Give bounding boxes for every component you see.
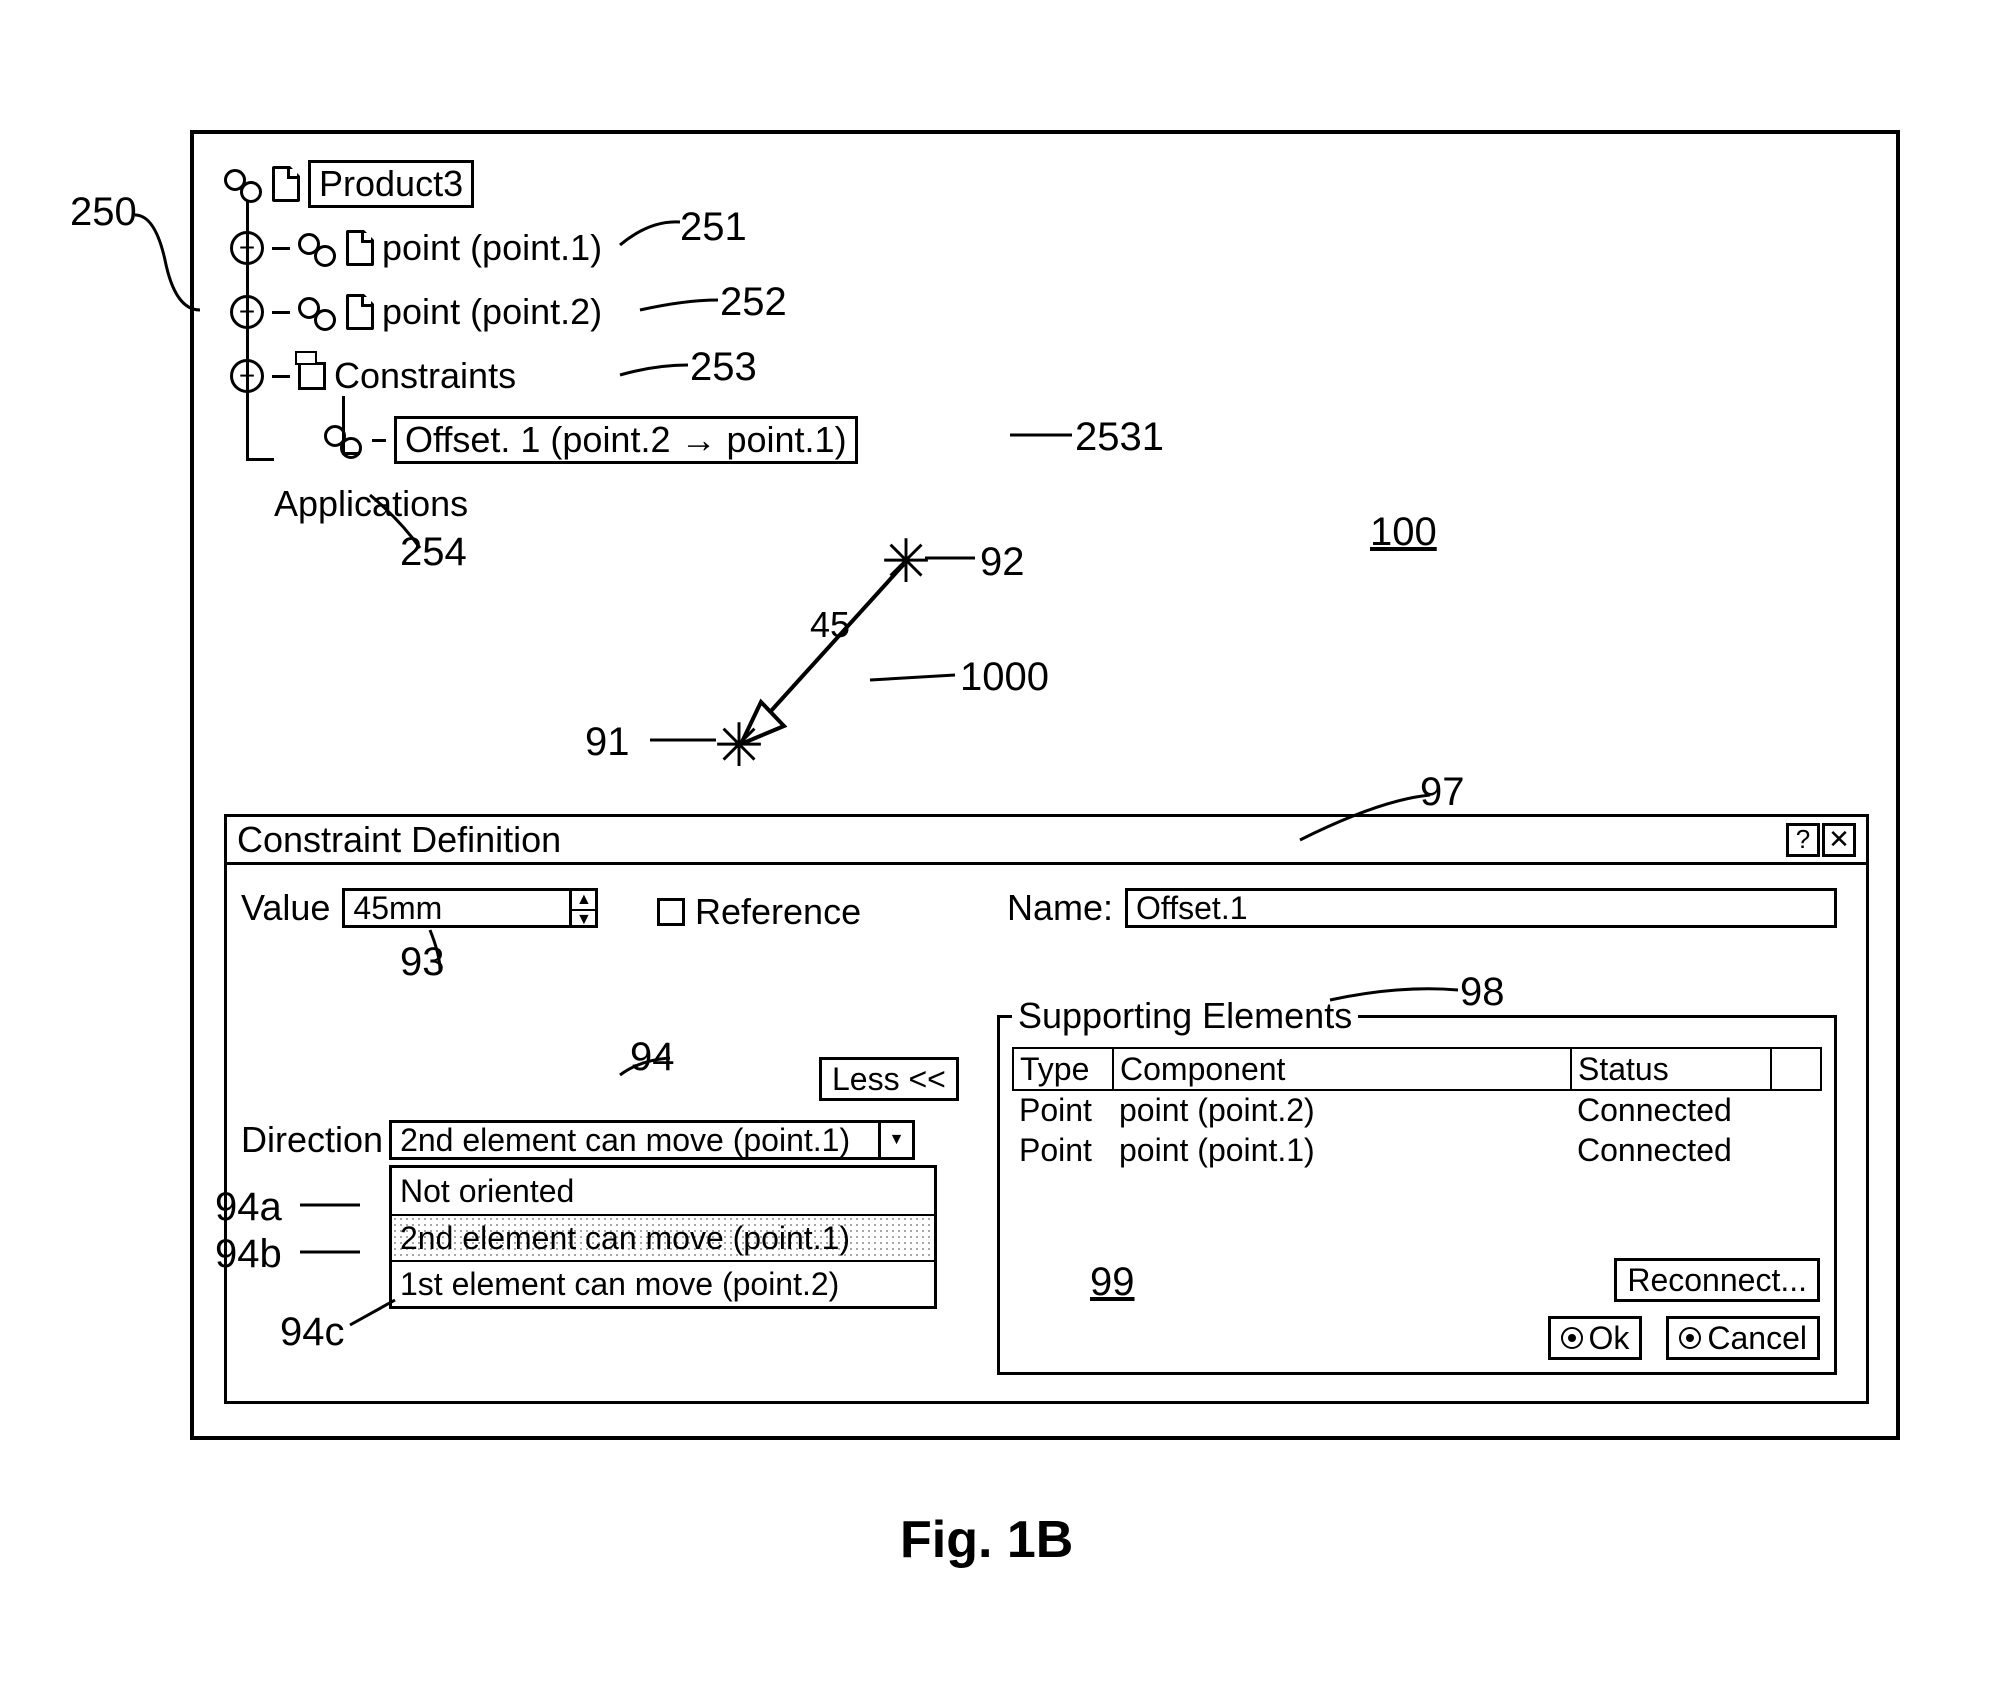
tree-item-offset[interactable]: Offset. 1 (point.2 → point.1) [224,408,858,472]
callout: 97 [1420,770,1465,815]
cell-component: point (point.2) [1113,1090,1571,1130]
callout: 93 [400,940,445,985]
cell-type: Point [1013,1130,1113,1170]
direction-label: Direction [241,1119,383,1161]
spinner-arrows-icon[interactable]: ▲▼ [572,888,598,928]
callout: 94a [215,1185,282,1230]
offset-measure-label: 45 [810,604,850,646]
page-icon [272,166,300,202]
callout: 253 [690,345,757,390]
help-button[interactable]: ? [1786,823,1820,857]
cell-status: Connected [1571,1130,1771,1170]
direction-option[interactable]: Not oriented [392,1168,934,1214]
tree-item-label: point (point.1) [382,227,602,269]
supporting-legend: Supporting Elements [1012,995,1358,1037]
reference-checkbox[interactable] [657,898,685,926]
cancel-button[interactable]: Cancel [1666,1316,1820,1360]
tree-item-applications[interactable]: Applications [224,472,858,536]
part-icon [298,233,338,263]
dialog-title-text: Constraint Definition [237,819,561,861]
callout: 254 [400,530,467,575]
reference-label: Reference [695,891,861,933]
callout: 94 [630,1035,675,1080]
reconnect-button[interactable]: Reconnect... [1614,1258,1820,1302]
part-icon [298,297,338,327]
close-button[interactable]: ✕ [1822,823,1856,857]
callout: 251 [680,205,747,250]
table-row[interactable]: Point point (point.1) Connected [1013,1130,1821,1170]
chevron-down-icon[interactable]: ▼ [881,1120,915,1160]
constraints-icon [298,362,326,390]
cancel-icon [1679,1327,1701,1349]
ok-button[interactable]: Ok [1548,1316,1643,1360]
value-input[interactable]: 45mm ▲▼ [342,888,598,928]
callout: 98 [1460,970,1505,1015]
point-92-marker: ✳ [881,532,931,592]
tree-item-point1[interactable]: + point (point.1) [224,216,858,280]
point-91-marker: ✳ [714,716,764,776]
cell-status: Connected [1571,1090,1771,1130]
supporting-elements-table: Type Component Status Point point (point… [1012,1047,1822,1170]
direction-option[interactable]: 1st element can move (point.2) [392,1260,934,1306]
tree-item-constraints[interactable]: − Constraints [224,344,858,408]
page-icon [346,230,374,266]
application-window: Product3 + point (point.1) + point (poin… [190,130,1900,1440]
direction-value: 2nd element can move (point.1) [389,1120,881,1160]
callout: 94b [215,1232,282,1277]
ok-label: Ok [1589,1320,1630,1357]
cell-component: point (point.1) [1113,1130,1571,1170]
direction-options-list[interactable]: Not oriented 2nd element can move (point… [389,1165,937,1309]
col-component[interactable]: Component [1113,1048,1571,1090]
cell-type: Point [1013,1090,1113,1130]
value-input-text[interactable]: 45mm [342,888,572,928]
supporting-elements-group: Supporting Elements Type Component Statu… [997,995,1837,1375]
less-button[interactable]: Less << [819,1057,959,1101]
tree-item-label: Applications [274,483,468,525]
col-status[interactable]: Status [1571,1048,1771,1090]
callout: 252 [720,280,787,325]
callout: 1000 [960,655,1049,700]
table-row[interactable]: Point point (point.2) Connected [1013,1090,1821,1130]
tree-item-label[interactable]: Offset. 1 (point.2 → point.1) [394,416,858,464]
tree-root-label[interactable]: Product3 [308,160,474,208]
callout: 94c [280,1310,345,1355]
callout: 99 [1090,1260,1135,1305]
direction-dropdown[interactable]: 2nd element can move (point.1) ▼ [389,1120,915,1160]
callout: 91 [585,720,630,765]
constraint-definition-dialog: Constraint Definition ? ✕ Value 45mm ▲▼ … [224,814,1869,1404]
name-label: Name: [1007,887,1113,929]
callout: 250 [70,190,137,235]
ok-icon [1561,1327,1583,1349]
col-type[interactable]: Type [1013,1048,1113,1090]
name-input[interactable]: Offset.1 [1125,888,1837,928]
tree-item-label: Constraints [334,355,516,397]
col-spacer [1771,1048,1821,1090]
feature-tree: Product3 + point (point.1) + point (poin… [224,152,858,536]
cancel-label: Cancel [1707,1320,1807,1357]
callout: 100 [1370,510,1437,555]
figure-caption: Fig. 1B [900,1510,1073,1570]
page-icon [346,294,374,330]
callout: 2531 [1075,415,1164,460]
tree-root[interactable]: Product3 [224,152,858,216]
dialog-titlebar[interactable]: Constraint Definition ? ✕ [227,817,1866,865]
tree-item-label: point (point.2) [382,291,602,333]
value-label: Value [241,887,330,929]
product-icon [224,169,264,199]
callout: 92 [980,540,1025,585]
direction-option[interactable]: 2nd element can move (point.1) [392,1214,934,1260]
